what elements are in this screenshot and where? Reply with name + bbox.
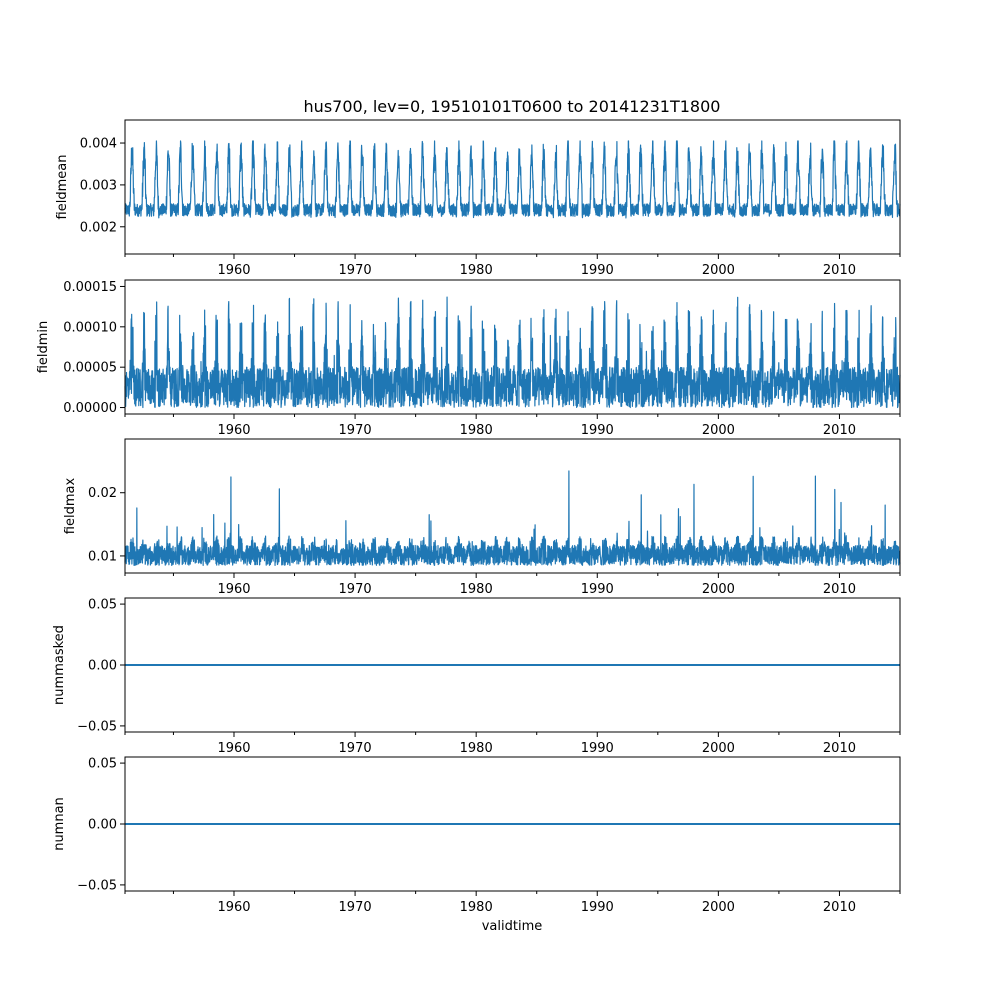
panel-fieldmin: 0.00000 0.00005 0.00010 0.00015 1960 1970 198… xyxy=(36,279,901,438)
fieldmin-x-tick-label: 2000 xyxy=(702,423,735,438)
nummasked-x-tick-label: 2000 xyxy=(702,741,735,756)
fieldmean-series-line xyxy=(124,140,901,219)
fieldmean-x-ticks: 1960 1970 1980 1990 2000 2010 xyxy=(124,254,901,278)
numnan-axes-frame xyxy=(124,756,901,892)
panel-numnan: −0.05 0.00 0.05 1960 1970 1980 1990 2000 2010 n… xyxy=(52,756,901,915)
fieldmin-x-tick-label: 1980 xyxy=(460,423,493,438)
fieldmin-x-tick-label: 2010 xyxy=(823,423,856,438)
fieldmean-y-tick-label: 0.003 xyxy=(80,178,117,193)
fieldmax-y-ticks: 0.01 0.02 xyxy=(88,486,125,564)
fieldmax-x-tick-label: 1980 xyxy=(460,582,493,597)
fieldmax-y-tick-label: 0.02 xyxy=(88,486,117,501)
nummasked-y-tick-label: 0.00 xyxy=(88,659,117,674)
numnan-y-ticks: −0.05 0.00 0.05 xyxy=(77,757,125,893)
numnan-x-ticks: 1960 1970 1980 1990 2000 2010 xyxy=(124,891,901,915)
fieldmean-axes-frame xyxy=(124,119,901,255)
panel-fieldmax: 0.01 0.02 1960 1970 1980 1990 2000 2010 fieldm… xyxy=(63,438,901,597)
fieldmax-x-tick-label: 1960 xyxy=(217,582,250,597)
fieldmin-y-ticks: 0.00000 0.00005 0.00010 0.00015 xyxy=(63,280,125,416)
fieldmax-x-tick-label: 1990 xyxy=(581,582,614,597)
fieldmean-y-ticks: 0.002 0.003 0.004 xyxy=(80,137,125,235)
numnan-x-tick-label: 1990 xyxy=(581,900,614,915)
fieldmin-x-ticks: 1960 1970 1980 1990 2000 2010 xyxy=(124,414,901,438)
fieldmean-x-tick-label: 1970 xyxy=(339,263,372,278)
fieldmean-ylabel: fieldmean xyxy=(55,155,70,220)
fieldmax-axes-frame xyxy=(124,438,901,574)
numnan-x-tick-label: 1980 xyxy=(460,900,493,915)
nummasked-x-tick-label: 1960 xyxy=(217,741,250,756)
nummasked-ylabel: nummasked xyxy=(52,625,67,705)
nummasked-x-tick-label: 1970 xyxy=(339,741,372,756)
numnan-x-tick-label: 2010 xyxy=(823,900,856,915)
nummasked-axes-frame xyxy=(124,597,901,733)
numnan-y-tick-label: 0.00 xyxy=(88,818,117,833)
fieldmin-series-line xyxy=(124,296,901,409)
x-axis-label: validtime xyxy=(482,919,543,934)
fieldmax-x-tick-label: 2010 xyxy=(823,582,856,597)
numnan-x-tick-label: 2000 xyxy=(702,900,735,915)
numnan-y-tick-label: 0.05 xyxy=(88,757,117,772)
nummasked-y-tick-label: −0.05 xyxy=(77,719,117,734)
numnan-x-tick-label: 1970 xyxy=(339,900,372,915)
fieldmin-x-tick-label: 1960 xyxy=(217,423,250,438)
nummasked-y-ticks: −0.05 0.00 0.05 xyxy=(77,598,125,734)
fieldmean-x-tick-label: 2010 xyxy=(823,263,856,278)
panel-fieldmean: 0.002 0.003 0.004 1960 1970 1980 1990 2000 2010… xyxy=(55,119,901,278)
nummasked-x-tick-label: 1980 xyxy=(460,741,493,756)
nummasked-y-tick-label: 0.05 xyxy=(88,598,117,613)
fieldmin-y-tick-label: 0.00005 xyxy=(63,361,117,376)
fieldmin-ylabel: fieldmin xyxy=(36,321,51,374)
fieldmin-y-tick-label: 0.00000 xyxy=(63,401,117,416)
fieldmin-x-tick-label: 1990 xyxy=(581,423,614,438)
fieldmin-y-tick-label: 0.00015 xyxy=(63,280,117,295)
fieldmax-series-line xyxy=(124,470,901,567)
numnan-y-tick-label: −0.05 xyxy=(77,878,117,893)
fieldmean-x-tick-label: 1980 xyxy=(460,263,493,278)
numnan-ylabel: numnan xyxy=(52,797,67,851)
nummasked-x-tick-label: 2010 xyxy=(823,741,856,756)
fieldmax-y-tick-label: 0.01 xyxy=(88,549,117,564)
fieldmax-x-ticks: 1960 1970 1980 1990 2000 2010 xyxy=(124,573,901,597)
nummasked-x-ticks: 1960 1970 1980 1990 2000 2010 xyxy=(124,732,901,756)
fieldmin-x-tick-label: 1970 xyxy=(339,423,372,438)
fieldmean-y-tick-label: 0.004 xyxy=(80,137,117,152)
fieldmax-ylabel: fieldmax xyxy=(63,478,78,535)
fieldmean-x-tick-label: 2000 xyxy=(702,263,735,278)
chart-title: hus700, lev=0, 19510101T0600 to 20141231… xyxy=(304,97,721,116)
fieldmin-axes-frame xyxy=(124,279,901,415)
fieldmax-x-tick-label: 2000 xyxy=(702,582,735,597)
fieldmax-x-tick-label: 1970 xyxy=(339,582,372,597)
panel-nummasked: −0.05 0.00 0.05 1960 1970 1980 1990 2000 2010 n… xyxy=(52,597,901,756)
numnan-x-tick-label: 1960 xyxy=(217,900,250,915)
nummasked-x-tick-label: 1990 xyxy=(581,741,614,756)
fieldmean-x-tick-label: 1960 xyxy=(217,263,250,278)
fieldmin-y-tick-label: 0.00010 xyxy=(63,320,117,335)
fieldmean-y-tick-label: 0.002 xyxy=(80,220,117,235)
fieldmean-x-tick-label: 1990 xyxy=(581,263,614,278)
